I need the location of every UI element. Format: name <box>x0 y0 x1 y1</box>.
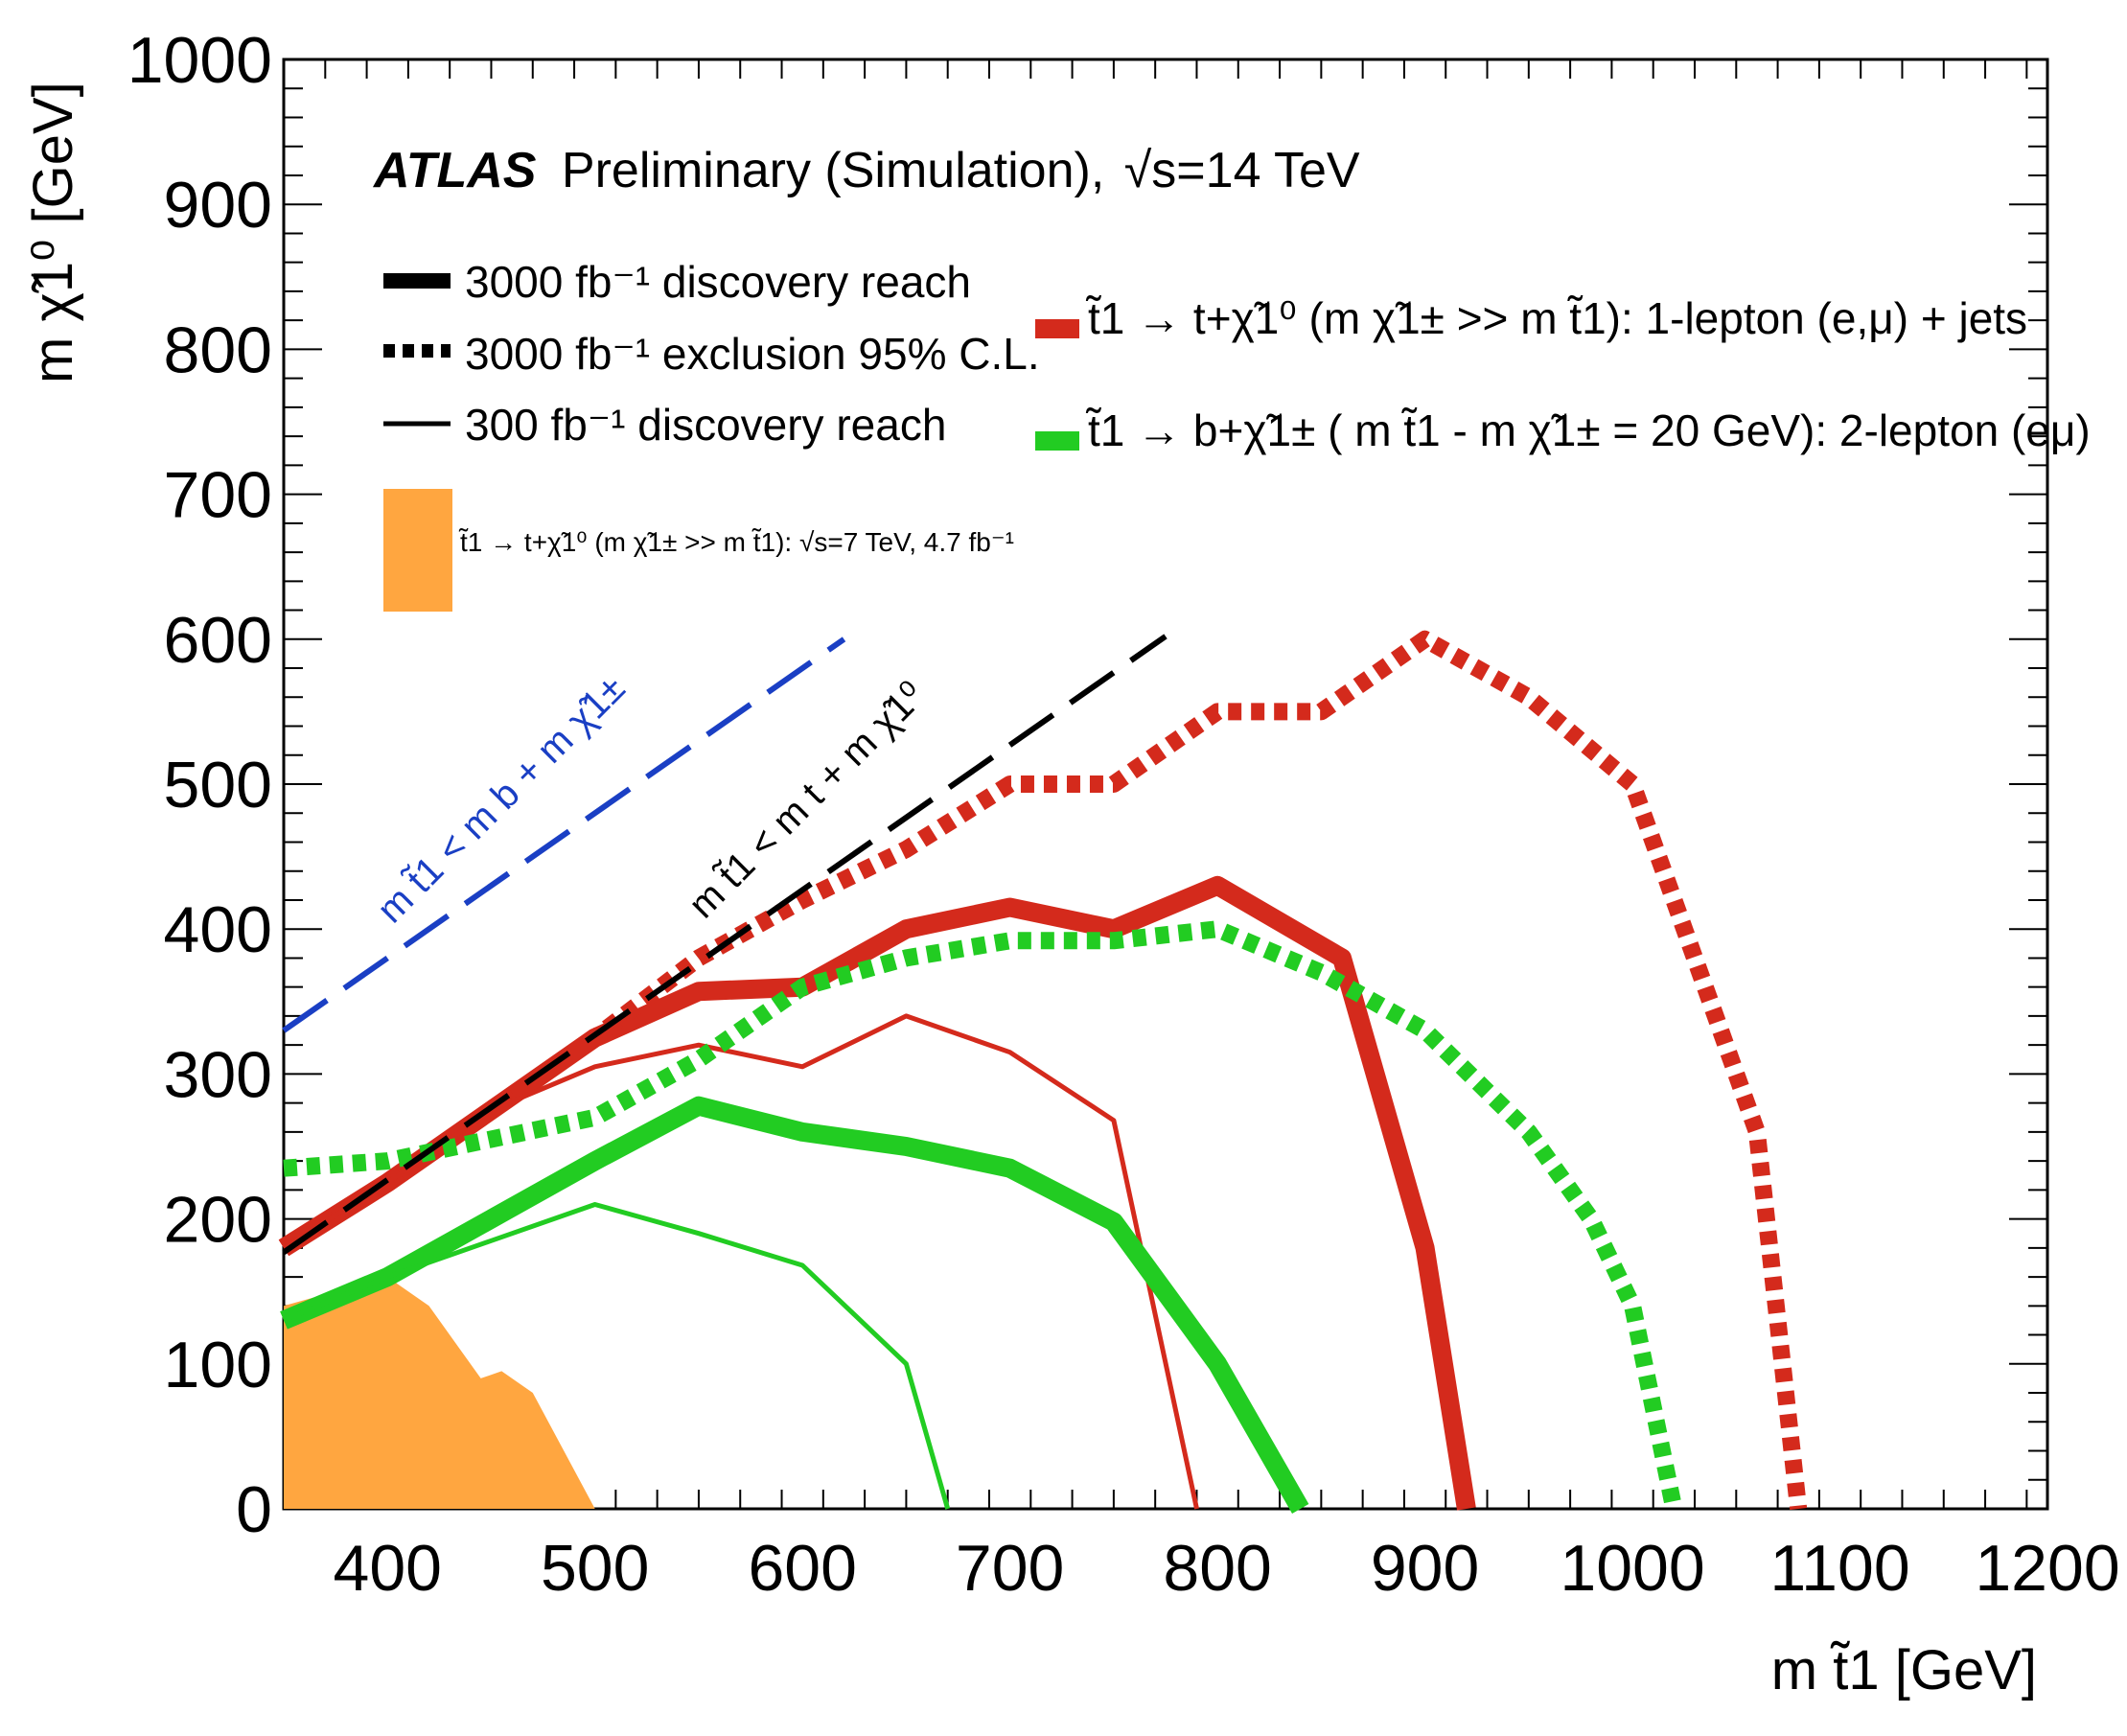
series-green-thin <box>283 1202 951 1510</box>
y-tick-label: 600 <box>164 604 272 677</box>
x-tick-label: 900 <box>1371 1532 1479 1605</box>
legend-label-thick: 3000 fb⁻¹ discovery reach <box>465 257 971 307</box>
legend-label-green: t̃1 → b+χ̃1± ( m t̃1 - m χ̃1± = 20 GeV):… <box>1085 405 2090 455</box>
x-tick-label: 500 <box>541 1532 649 1605</box>
legend-swatch-red <box>1035 319 1079 338</box>
x-tick-label: 700 <box>956 1532 1064 1605</box>
series-layer <box>278 630 1808 1514</box>
y-tick-label: 1000 <box>127 24 272 97</box>
x-tick-label: 1200 <box>1975 1532 2119 1605</box>
y-tick-label: 800 <box>164 313 272 386</box>
legend-swatch-green <box>1035 431 1079 451</box>
x-tick-label: 1100 <box>1769 1532 1909 1605</box>
series-green-thick <box>280 1096 1309 1514</box>
header: ATLAS Preliminary (Simulation), √s=14 Te… <box>372 143 1360 198</box>
legend-label-red: t̃1 → t+χ̃1⁰ (m χ̃1± >> m t̃1): 1-lepton… <box>1085 293 2027 343</box>
y-tick-label: 500 <box>164 749 272 822</box>
x-tick-labels: 400 500 600 700 800 900 1000 1100 1200 <box>334 1532 2120 1605</box>
y-tick-label: 700 <box>164 459 272 532</box>
y-tick-label: 900 <box>164 169 272 242</box>
y-tick-label: 200 <box>164 1184 272 1257</box>
legend-label-orange: t̃1 → t+χ̃1⁰ (m χ̃1± >> m t̃1): √s=7 TeV… <box>458 527 1014 557</box>
y-tick-label: 100 <box>164 1329 272 1401</box>
header-experiment: ATLAS <box>372 143 537 198</box>
legend-label-dotted: 3000 fb⁻¹ exclusion 95% C.L. <box>465 329 1040 379</box>
y-axis-title: m χ̃1⁰ [GeV] <box>22 81 84 383</box>
x-tick-label: 400 <box>334 1532 442 1605</box>
series-orange-filled <box>284 1277 595 1509</box>
legend-swatch-orange <box>383 489 452 612</box>
y-tick-label: 400 <box>164 893 272 966</box>
header-energy: √s=14 TeV <box>1124 143 1360 198</box>
x-tick-label: 1000 <box>1560 1532 1704 1605</box>
series-green-dotted <box>283 920 1683 1511</box>
series-black-dashed <box>282 634 1168 1255</box>
x-tick-label: 800 <box>1163 1532 1271 1605</box>
x-axis-title: m t̃1 [GeV] <box>1771 1639 2037 1701</box>
legend-label-thin: 300 fb⁻¹ discovery reach <box>465 400 946 450</box>
legend-linestyles: 3000 fb⁻¹ discovery reach 3000 fb⁻¹ excl… <box>383 257 1040 612</box>
y-tick-label: 0 <box>236 1473 272 1546</box>
header-text: Preliminary (Simulation), <box>562 143 1104 198</box>
y-tick-labels: 0 100 200 300 400 500 600 700 800 900 1000 <box>127 24 272 1546</box>
y-tick-label: 300 <box>164 1038 272 1111</box>
x-tick-label: 600 <box>748 1532 856 1605</box>
series-blue-dashed <box>282 637 846 1033</box>
axis-ticks <box>283 58 2047 1510</box>
legend-channels: t̃1 → t+χ̃1⁰ (m χ̃1± >> m t̃1): 1-lepton… <box>1035 293 2091 455</box>
annotation-mb-limit: m t̃1 < m b + m χ̃1± <box>369 667 633 931</box>
